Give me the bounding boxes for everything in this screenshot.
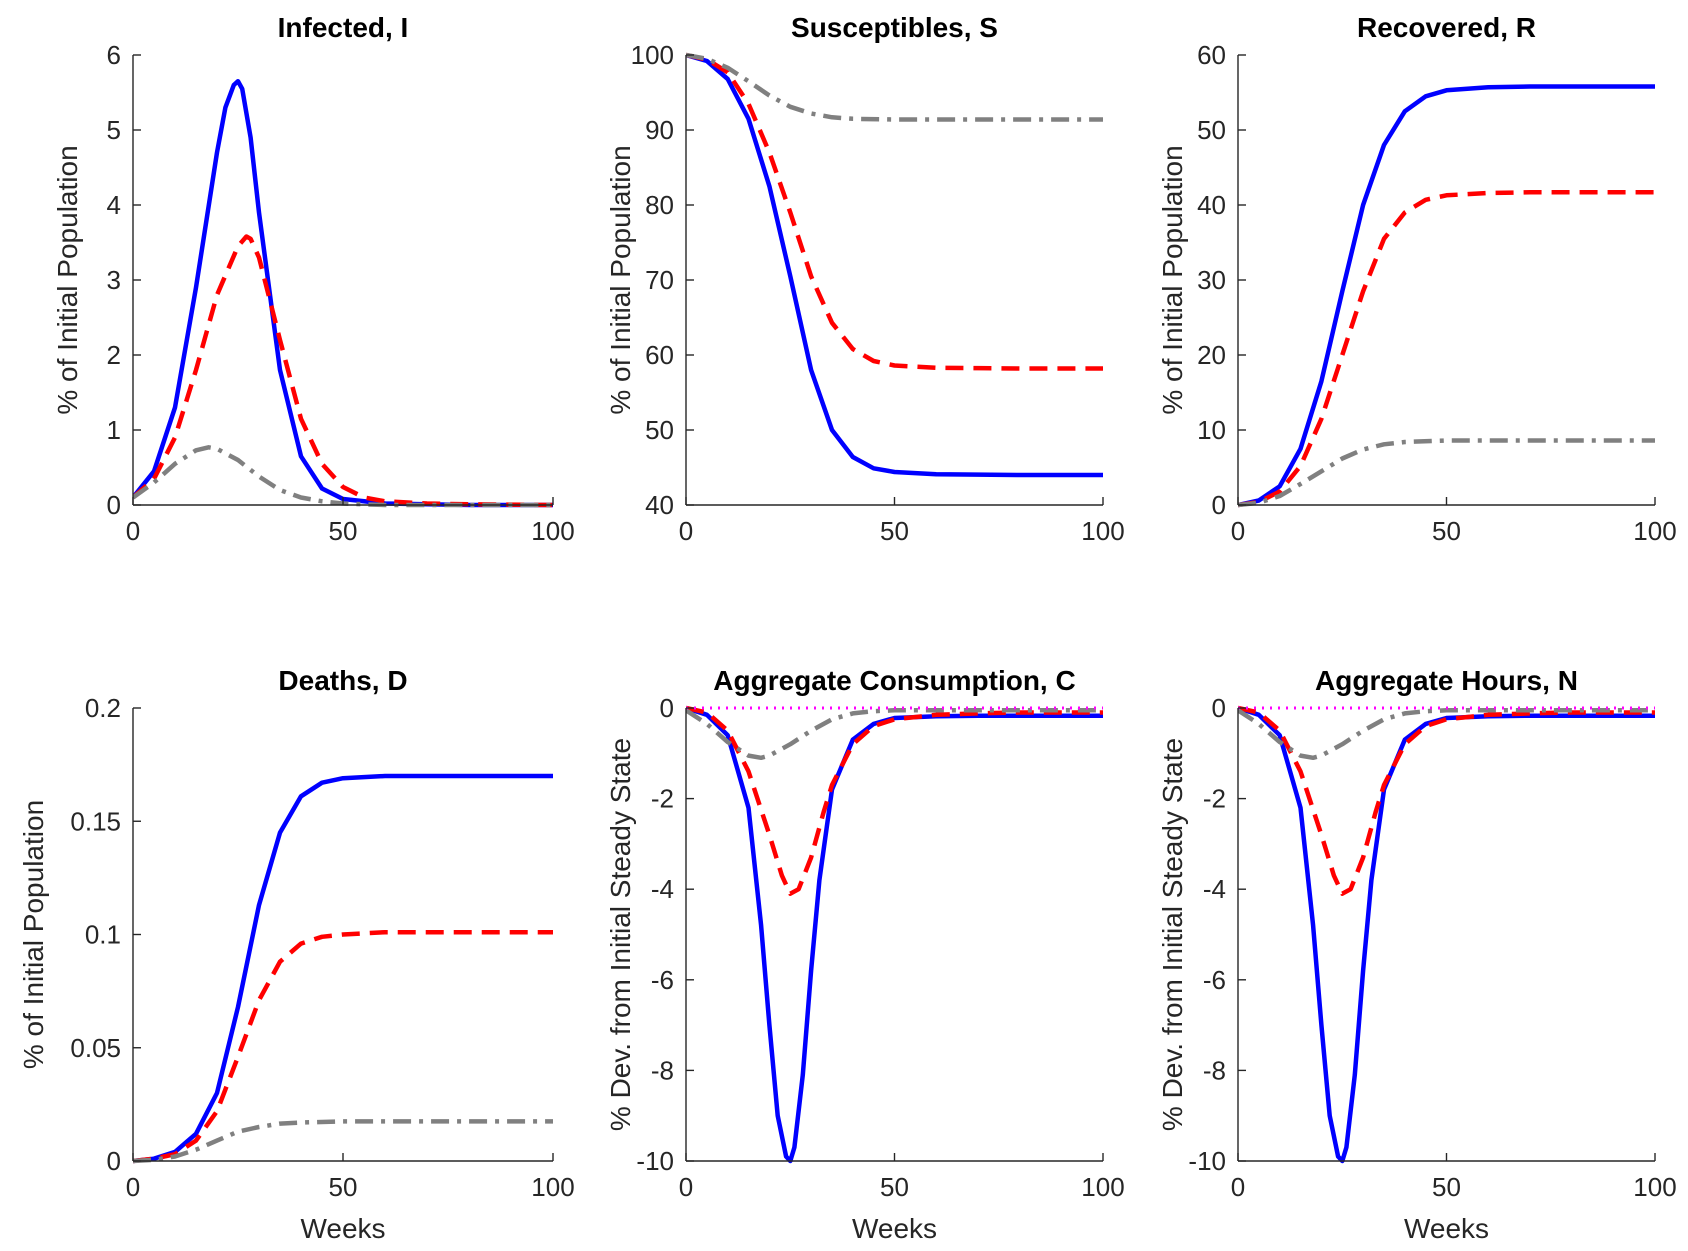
y-tick-label: -8	[1203, 1055, 1226, 1085]
y-tick-label: 0.05	[70, 1033, 121, 1063]
series-group	[1238, 84, 1655, 508]
y-tick-label: -10	[636, 1146, 674, 1176]
x-axis-label: Weeks	[1404, 1213, 1489, 1244]
x-tick-label: 0	[126, 516, 140, 546]
y-tick-label: 10	[1197, 415, 1226, 445]
panel-susceptibles: Susceptibles, S 0 50 100 40 50 60 70 80 90 100 % of…	[605, 12, 1125, 546]
series-line-solid	[133, 78, 553, 508]
y-tick-label: 2	[107, 340, 121, 370]
x-tick-label: 100	[531, 516, 574, 546]
y-tick-label: 0	[1212, 490, 1226, 520]
x-tick-label: 100	[531, 1172, 574, 1202]
x-tick-label: 0	[1231, 516, 1245, 546]
series-line-solid	[1238, 705, 1655, 1164]
chart-title: Recovered, R	[1357, 12, 1536, 43]
chart-title: Susceptibles, S	[791, 12, 998, 43]
y-axis-label: % of Initial Population	[1157, 145, 1188, 414]
x-axis-label: Weeks	[300, 1213, 385, 1244]
y-tick-label: 100	[631, 40, 674, 70]
x-tick-label: 0	[679, 516, 693, 546]
panel-deaths: Deaths, D 0 50 100 0 0.05 0.1 0.15 0.2 % of Initi…	[18, 665, 575, 1244]
y-tick-label: 40	[645, 490, 674, 520]
x-tick-label: 0	[126, 1172, 140, 1202]
y-tick-label: 60	[1197, 40, 1226, 70]
y-axis-label: % of Initial Population	[605, 145, 636, 414]
series-line-dashed	[686, 52, 1103, 371]
y-tick-label: 60	[645, 340, 674, 370]
y-axis-label: % Dev. from Initial Steady State	[605, 738, 636, 1131]
x-tick-label: 100	[1081, 1172, 1124, 1202]
series-line-solid	[133, 773, 553, 1164]
y-tick-label: -2	[1203, 784, 1226, 814]
panel-infected: Infected, I 0 50 100 0 1 2 3 4 5 6 % of Initial Pop…	[52, 12, 575, 546]
chart-title: Aggregate Consumption, C	[713, 665, 1075, 696]
x-tick-label: 50	[1432, 516, 1461, 546]
x-tick-label: 100	[1633, 516, 1676, 546]
y-tick-label: -2	[651, 784, 674, 814]
x-tick-label: 100	[1633, 1172, 1676, 1202]
x-tick-label: 0	[679, 1172, 693, 1202]
series-line-dashdot	[1238, 438, 1655, 508]
x-tick-label: 100	[1081, 516, 1124, 546]
series-group	[686, 52, 1103, 478]
y-tick-label: 0	[107, 1146, 121, 1176]
series-line-solid	[1238, 84, 1655, 508]
y-tick-label: 0.1	[85, 920, 121, 950]
series-line-dashed	[1238, 705, 1655, 896]
y-tick-label: 0	[660, 693, 674, 723]
y-tick-label: 0.2	[85, 693, 121, 723]
series-line-dashed	[686, 705, 1103, 896]
y-tick-label: -10	[1188, 1146, 1226, 1176]
y-tick-label: 40	[1197, 190, 1226, 220]
series-group	[1238, 705, 1655, 1164]
y-axis-label: % Dev. from Initial Steady State	[1157, 738, 1188, 1131]
chart-title: Infected, I	[278, 12, 409, 43]
series-line-dashed	[1238, 190, 1655, 508]
y-tick-label: 0.15	[70, 806, 121, 836]
chart-title: Deaths, D	[278, 665, 407, 696]
y-tick-label: 30	[1197, 265, 1226, 295]
y-tick-label: 3	[107, 265, 121, 295]
panel-consumption: Aggregate Consumption, C 0 50 100 -10 -8 -6 -4 -…	[605, 665, 1125, 1244]
y-tick-label: -4	[1203, 874, 1226, 904]
y-tick-label: 80	[645, 190, 674, 220]
series-line-solid	[686, 52, 1103, 478]
x-tick-label: 50	[329, 1172, 358, 1202]
x-tick-label: 50	[329, 516, 358, 546]
series-line-dashdot	[686, 52, 1103, 122]
panel-recovered: Recovered, R 0 50 100 0 10 20 30 40 50 60 % of Init…	[1157, 12, 1677, 546]
series-group	[133, 773, 553, 1164]
series-line-dashed	[133, 929, 553, 1164]
y-tick-label: -8	[651, 1055, 674, 1085]
x-tick-label: 50	[880, 1172, 909, 1202]
y-tick-label: 1	[107, 415, 121, 445]
y-tick-label: -6	[1203, 965, 1226, 995]
y-tick-label: 5	[107, 115, 121, 145]
series-group	[133, 78, 553, 508]
y-axis-label: % of Initial Population	[18, 800, 49, 1069]
y-tick-label: 20	[1197, 340, 1226, 370]
y-tick-label: 4	[107, 190, 121, 220]
series-line-dashdot	[133, 445, 553, 508]
series-line-dashdot	[133, 1119, 553, 1164]
y-tick-label: 0	[1212, 693, 1226, 723]
y-tick-label: 90	[645, 115, 674, 145]
x-axis-label: Weeks	[852, 1213, 937, 1244]
x-tick-label: 50	[880, 516, 909, 546]
y-tick-label: 70	[645, 265, 674, 295]
y-tick-label: 50	[645, 415, 674, 445]
chart-title: Aggregate Hours, N	[1315, 665, 1578, 696]
panel-hours: Aggregate Hours, N 0 50 100 -10 -8 -6 -4 -2 0 % De…	[1157, 665, 1677, 1244]
x-tick-label: 50	[1432, 1172, 1461, 1202]
series-group	[686, 705, 1103, 1164]
y-tick-label: -6	[651, 965, 674, 995]
series-line-solid	[686, 705, 1103, 1164]
y-tick-label: 6	[107, 40, 121, 70]
y-tick-label: 0	[107, 490, 121, 520]
y-tick-label: 50	[1197, 115, 1226, 145]
x-tick-label: 0	[1231, 1172, 1245, 1202]
y-axis-label: % of Initial Population	[52, 145, 83, 414]
y-tick-label: -4	[651, 874, 674, 904]
